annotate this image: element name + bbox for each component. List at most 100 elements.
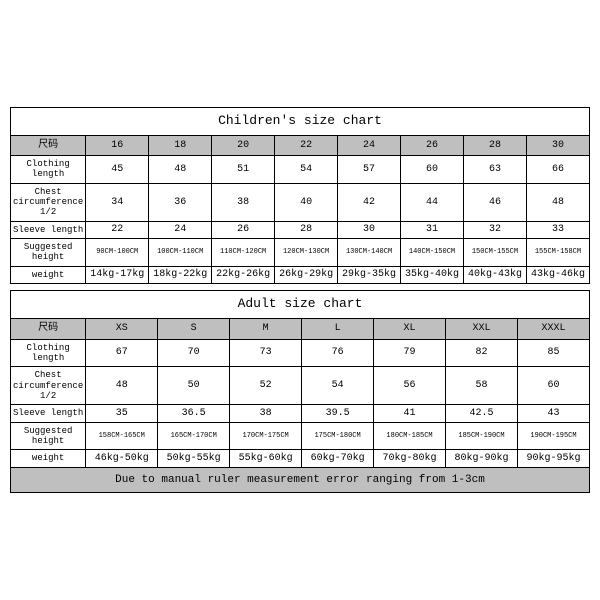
adult-rows: Clothing length67707376798285Chest circu… [11,339,590,467]
data-cell: 120CM-130CM [275,239,338,267]
row-label: Sleeve length [11,221,86,238]
row-label: Suggested height [11,422,86,450]
data-cell: 150CM-155CM [463,239,526,267]
data-cell: 43kg-46kg [526,266,589,283]
data-cell: 52 [230,367,302,405]
data-cell: 50kg-55kg [158,450,230,467]
table-row: Suggested height158CM-165CM165CM-170CM 17… [11,422,590,450]
data-cell: 67 [86,339,158,367]
size-header: 24 [338,135,401,156]
data-cell: 70kg-80kg [374,450,446,467]
data-cell: 32 [463,221,526,238]
row-label: Clothing length [11,339,86,367]
size-header: 20 [212,135,275,156]
data-cell: 76 [302,339,374,367]
data-cell: 41 [374,405,446,422]
data-cell: 57 [338,156,401,184]
table-row: Clothing length4548515457606366 [11,156,590,184]
adult-header-label: 尺码 [11,319,86,340]
data-cell: 58 [446,367,518,405]
data-cell: 185CM-190CM [446,422,518,450]
row-label: Chest circumference 1/2 [11,183,86,221]
row-label: Suggested height [11,239,86,267]
data-cell: 66 [526,156,589,184]
data-cell: 140CM-150CM [401,239,464,267]
data-cell: 100CM-110CM [149,239,212,267]
children-size-table: Children's size chart 尺码 16 18 20 22 24 … [10,107,590,285]
data-cell: 70 [158,339,230,367]
size-header: 28 [463,135,526,156]
table-row: weight46kg-50kg50kg-55kg55kg-60kg60kg-70… [11,450,590,467]
adult-header-row: 尺码 XS S M L XL XXL XXXL [11,319,590,340]
data-cell: 50 [158,367,230,405]
data-cell: 90kg-95kg [517,450,589,467]
data-cell: 165CM-170CM [158,422,230,450]
size-header: XXL [446,319,518,340]
table-row: Clothing length67707376798285 [11,339,590,367]
children-header-label: 尺码 [11,135,86,156]
data-cell: 36.5 [158,405,230,422]
data-cell: 180CM-185CM [374,422,446,450]
data-cell: 130CM-140CM [338,239,401,267]
children-header-row: 尺码 16 18 20 22 24 26 28 30 [11,135,590,156]
data-cell: 45 [86,156,149,184]
children-title-row: Children's size chart [11,107,590,135]
data-cell: 73 [230,339,302,367]
data-cell: 42.5 [446,405,518,422]
data-cell: 63 [463,156,526,184]
size-header: 30 [526,135,589,156]
adult-title-row: Adult size chart [11,291,590,319]
table-row: Suggested height90CM-100CM100CM-110CM110… [11,239,590,267]
data-cell: 14kg-17kg [86,266,149,283]
data-cell: 54 [275,156,338,184]
data-cell: 54 [302,367,374,405]
size-header: XS [86,319,158,340]
data-cell: 110CM-120CM [212,239,275,267]
size-header: 16 [86,135,149,156]
data-cell: 79 [374,339,446,367]
size-header: 22 [275,135,338,156]
children-rows: Clothing length4548515457606366Chest cir… [11,156,590,284]
size-header: 26 [401,135,464,156]
table-row: Chest circumference 1/248505254565860 [11,367,590,405]
data-cell: 30 [338,221,401,238]
data-cell: 42 [338,183,401,221]
data-cell: 40kg-43kg [463,266,526,283]
data-cell: 51 [212,156,275,184]
data-cell: 18kg-22kg [149,266,212,283]
data-cell: 33 [526,221,589,238]
size-charts: Children's size chart 尺码 16 18 20 22 24 … [10,107,590,494]
size-header: L [302,319,374,340]
data-cell: 155CM-158CM [526,239,589,267]
row-label: weight [11,450,86,467]
data-cell: 24 [149,221,212,238]
data-cell: 39.5 [302,405,374,422]
data-cell: 22kg-26kg [212,266,275,283]
data-cell: 48 [86,367,158,405]
size-header: 18 [149,135,212,156]
data-cell: 80kg-90kg [446,450,518,467]
data-cell: 46 [463,183,526,221]
data-cell: 29kg-35kg [338,266,401,283]
children-title: Children's size chart [11,107,590,135]
measurement-note-row: Due to manual ruler measurement error ra… [11,467,590,493]
data-cell: 175CM-180CM [302,422,374,450]
data-cell: 22 [86,221,149,238]
data-cell: 36 [149,183,212,221]
data-cell: 158CM-165CM [86,422,158,450]
data-cell: 55kg-60kg [230,450,302,467]
data-cell: 43 [517,405,589,422]
data-cell: 46kg-50kg [86,450,158,467]
adult-size-table: Adult size chart 尺码 XS S M L XL XXL XXXL… [10,290,590,493]
data-cell: 35kg-40kg [401,266,464,283]
data-cell: 48 [149,156,212,184]
table-row: Chest circumference 1/23436384042444648 [11,183,590,221]
size-header: S [158,319,230,340]
adult-title: Adult size chart [11,291,590,319]
data-cell: 82 [446,339,518,367]
data-cell: 26 [212,221,275,238]
data-cell: 38 [212,183,275,221]
row-label: Clothing length [11,156,86,184]
data-cell: 40 [275,183,338,221]
data-cell: 60kg-70kg [302,450,374,467]
